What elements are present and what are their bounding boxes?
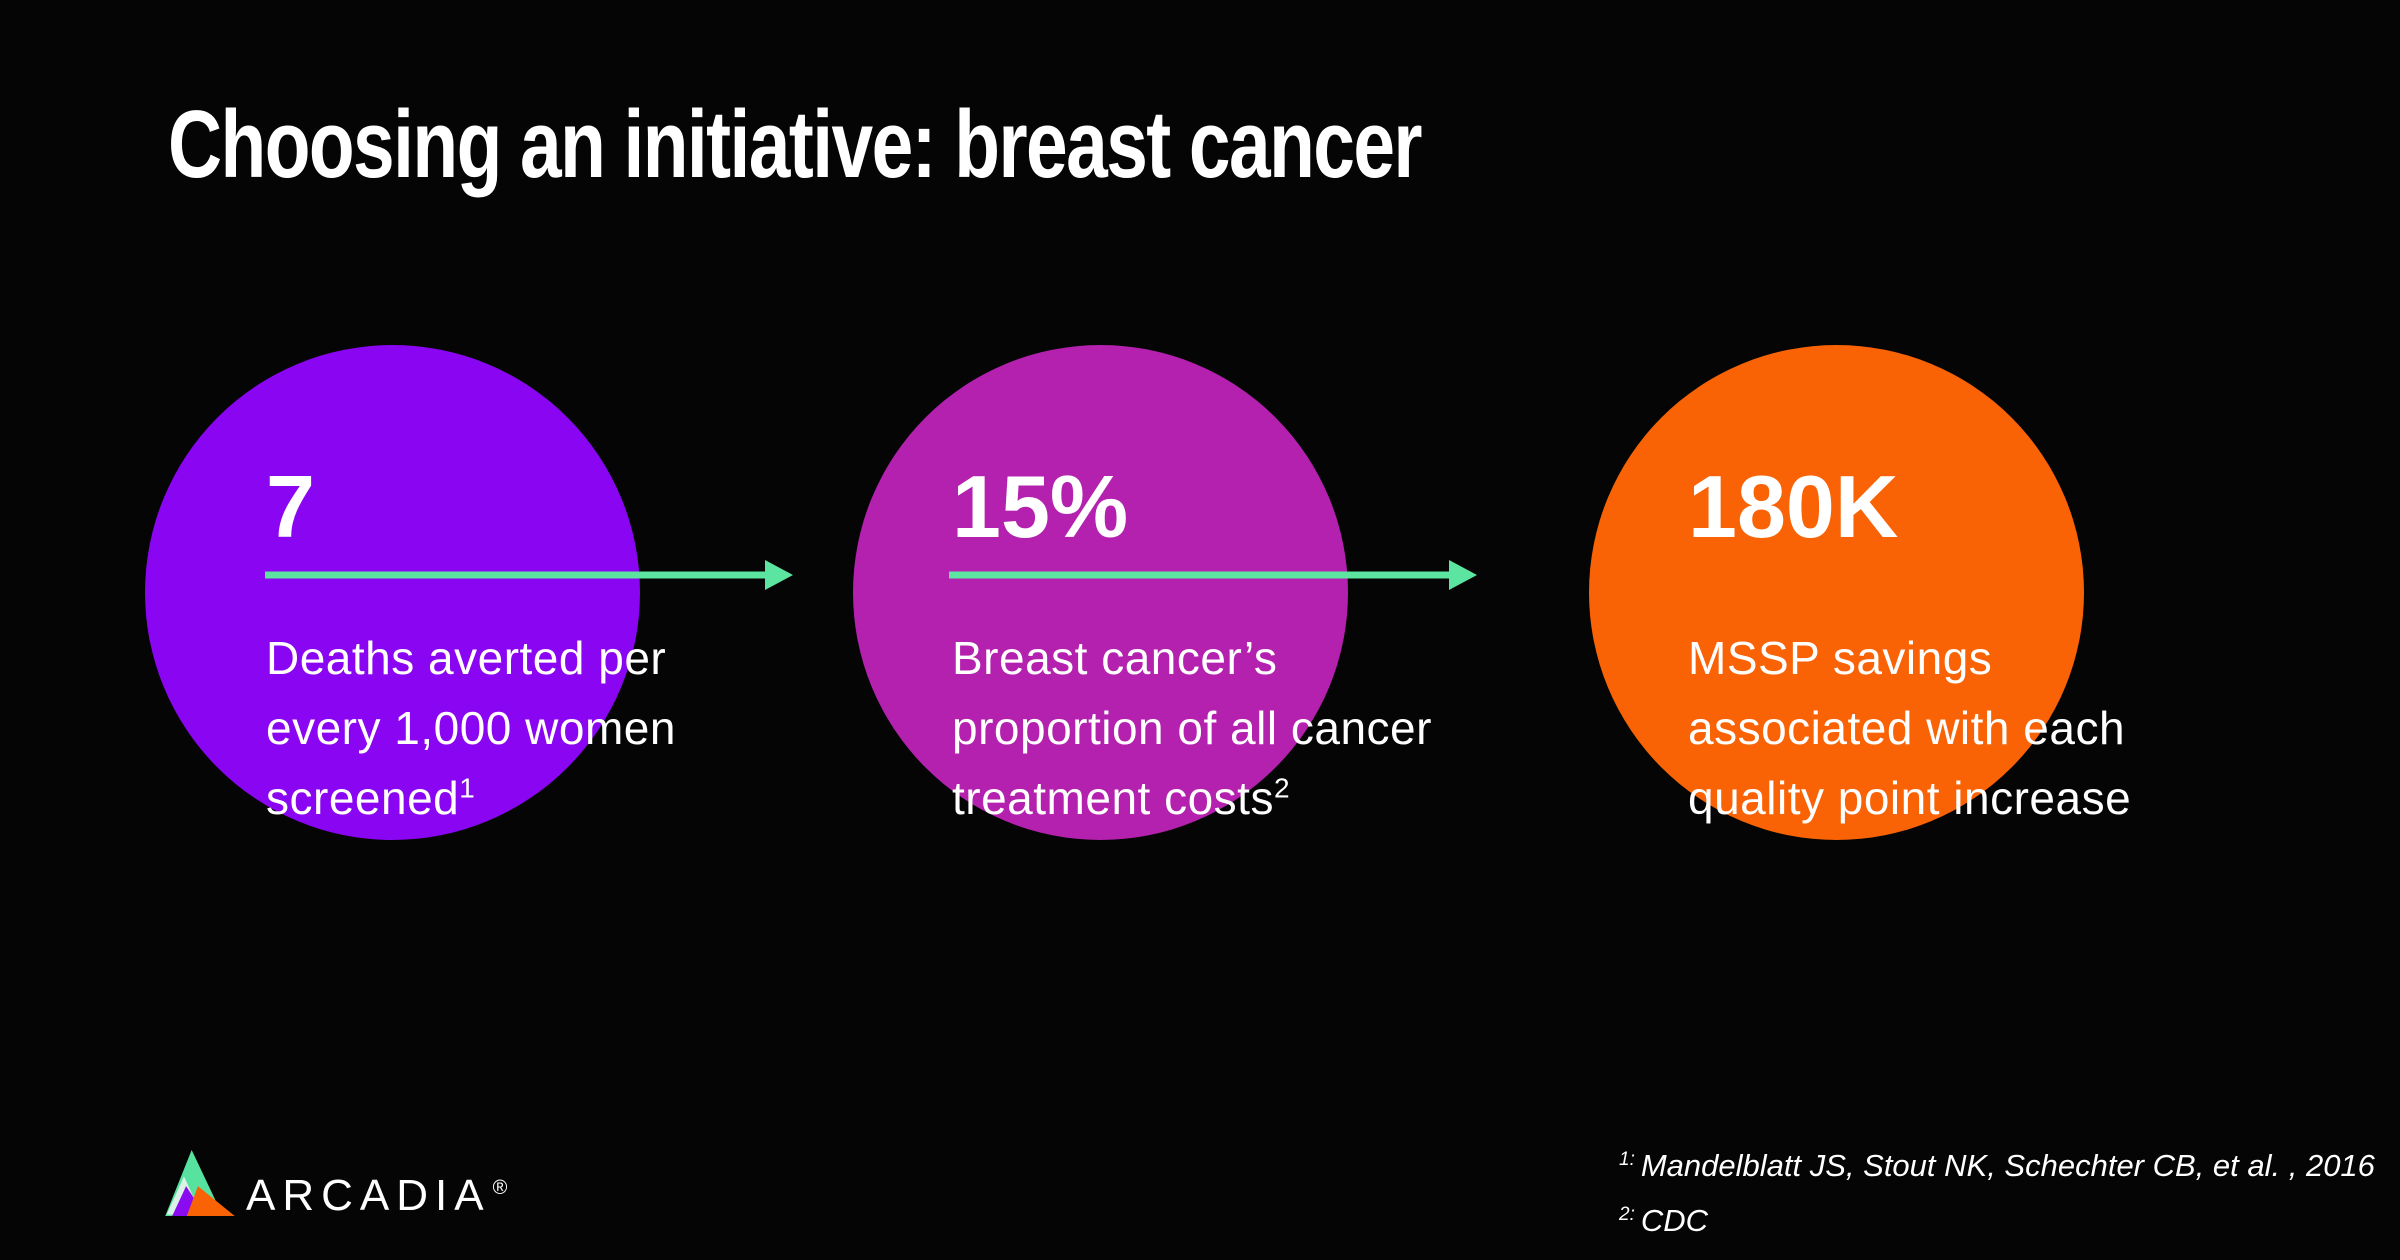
stat-circle-deaths-averted: 7 Deaths averted per every 1,000 women s…	[145, 345, 675, 840]
flow-arrow-icon	[949, 560, 1477, 590]
footnotes: 1: Mandelblatt JS, Stout NK, Schechter CB…	[1619, 1138, 2375, 1248]
stat-description: Breast cancer’s proportion of all cancer…	[952, 623, 1432, 833]
slide-title: Choosing an initiative: breast cancer	[168, 91, 1423, 198]
footnote-text: Mandelblatt JS, Stout NK, Schechter CB, …	[1640, 1148, 2375, 1183]
description-line: every 1,000 women	[266, 702, 676, 754]
stat-circle-mssp-savings: 180K MSSP savings associated with each q…	[1589, 345, 2131, 840]
flow-arrow-icon	[265, 560, 793, 590]
footnote-item: 1: Mandelblatt JS, Stout NK, Schechter CB…	[1619, 1138, 2375, 1193]
registered-trademark-symbol: ®	[492, 1177, 508, 1199]
footnote-ref-superscript: 2	[1273, 772, 1291, 804]
footnote-item: 2: CDC	[1619, 1193, 2375, 1248]
footnote-text: CDC	[1640, 1203, 1709, 1238]
arcadia-logo-triangle-icon	[165, 1150, 235, 1216]
logo-triangle-orange	[186, 1186, 235, 1216]
description-line: treatment costs	[952, 772, 1274, 824]
description-line: quality point increase	[1688, 772, 2132, 824]
arrow-head	[765, 560, 793, 590]
description-line: screened	[266, 772, 460, 824]
description-line: proportion of all cancer	[952, 702, 1432, 754]
logo-wordmark-text: ARCADIA	[246, 1171, 491, 1220]
footnote-ref-superscript: 1	[459, 772, 476, 804]
description-line: MSSP savings	[1688, 632, 1993, 684]
description-line: Breast cancer’s	[952, 632, 1278, 684]
stat-value: 7	[266, 457, 315, 556]
description-line: Deaths averted per	[266, 632, 667, 684]
stat-description: MSSP savings associated with each qualit…	[1688, 623, 2131, 833]
stat-description: Deaths averted per every 1,000 women scr…	[266, 623, 676, 833]
description-line: associated with each	[1688, 702, 2126, 754]
stat-value: 180K	[1688, 457, 1899, 556]
arrow-head	[1449, 560, 1477, 590]
stat-circle-treatment-costs: 15% Breast cancer’s proportion of all ca…	[853, 345, 1431, 840]
arcadia-logo-wordmark: ARCADIA ®	[246, 1174, 507, 1218]
footnote-number: 1:	[1619, 1148, 1635, 1170]
stat-value: 15%	[952, 457, 1129, 556]
footnote-number: 2:	[1619, 1203, 1635, 1225]
